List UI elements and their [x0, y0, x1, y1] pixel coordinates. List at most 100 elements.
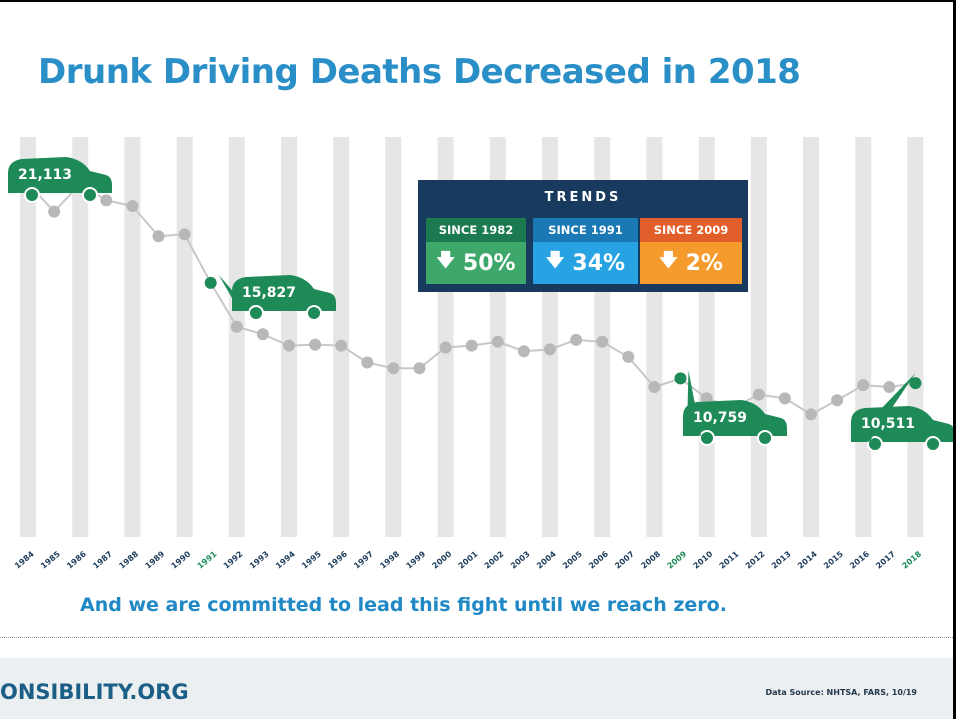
wheel-icon [82, 187, 98, 203]
car-body-icon [232, 275, 336, 311]
wheel-icon [248, 305, 264, 321]
year-label-2002: 2002 [483, 549, 506, 570]
data-point-2012 [752, 388, 765, 401]
trends-title: TRENDS [544, 190, 622, 205]
year-label-2000: 2000 [431, 549, 454, 570]
year-label-2017: 2017 [874, 549, 897, 570]
year-label-2006: 2006 [587, 549, 610, 570]
year-label-1989: 1989 [143, 549, 166, 570]
callout-pointer [218, 274, 250, 311]
data-point-1997 [361, 356, 374, 369]
year-label-1992: 1992 [222, 549, 245, 570]
trend-value: 2% [685, 250, 723, 276]
wheel-icon [925, 436, 941, 452]
data-point-1993 [256, 328, 269, 341]
year-label-1990: 1990 [170, 549, 193, 570]
wheel-icon [306, 305, 322, 321]
data-point-2018 [909, 377, 922, 390]
trend-value: 34% [572, 250, 626, 276]
year-label-1986: 1986 [65, 549, 88, 570]
trend-since-1982: SINCE 1982 🡇 50% [426, 218, 526, 284]
callout-2018: 10,511 [851, 373, 953, 452]
year-label-2003: 2003 [509, 549, 532, 570]
year-stripe [855, 137, 872, 537]
trend-label: SINCE 1991 [533, 218, 638, 242]
data-point-1996 [335, 339, 348, 352]
data-point-2016 [857, 379, 870, 392]
car-body-icon [8, 157, 112, 193]
callout-1984: 21,113 [8, 157, 112, 203]
data-point-2014 [805, 408, 817, 421]
year-stripe [750, 137, 767, 537]
data-point-2017 [883, 381, 896, 394]
year-stripe [333, 137, 350, 537]
data-point-2004 [544, 343, 556, 356]
year-label-1991: 1991 [196, 549, 219, 570]
year-stripe [385, 137, 402, 537]
data-point-2001 [465, 339, 478, 352]
data-point-1989 [152, 230, 165, 243]
down-arrow-icon: 🡇 [436, 250, 455, 271]
year-label-1985: 1985 [39, 549, 62, 570]
trend-value-box: 🡇 2% [640, 242, 742, 284]
data-point-1985 [48, 205, 61, 218]
year-label-1988: 1988 [117, 549, 140, 570]
data-point-2013 [778, 392, 791, 405]
callout-value: 10,511 [861, 416, 915, 432]
trend-value: 50% [462, 250, 516, 276]
year-label-1999: 1999 [404, 549, 427, 570]
divider [0, 637, 953, 638]
data-point-2003 [517, 345, 530, 358]
data-point-1998 [387, 362, 400, 375]
data-point-1991 [204, 276, 217, 289]
year-stripe [907, 137, 924, 537]
wheel-icon [699, 430, 715, 446]
down-arrow-icon: 🡇 [659, 250, 678, 271]
data-point-2008 [648, 381, 661, 394]
year-label-1995: 1995 [300, 549, 323, 570]
year-label-1993: 1993 [248, 549, 271, 570]
page-title: Drunk Driving Deaths Decreased in 2018 [38, 52, 801, 92]
year-label-2016: 2016 [848, 549, 871, 570]
wheel-icon [24, 187, 40, 203]
year-label-2001: 2001 [457, 549, 480, 570]
data-point-2002 [491, 335, 504, 348]
year-stripe [72, 137, 89, 537]
year-stripe [124, 137, 141, 537]
trends-panel: TRENDS SINCE 1982 🡇 50% SINCE 1991 🡇 34%… [418, 180, 748, 292]
down-arrow-icon: 🡇 [545, 250, 565, 271]
year-label-1997: 1997 [352, 549, 375, 570]
year-label-1987: 1987 [91, 549, 114, 570]
callout-pointer [687, 370, 701, 436]
callout-value: 15,827 [242, 285, 296, 301]
data-point-2007 [622, 350, 635, 363]
data-point-1987 [100, 194, 113, 207]
data-point-1994 [283, 339, 295, 352]
data-point-1988 [126, 200, 139, 213]
year-label-2013: 2013 [770, 549, 793, 570]
callout-value: 10,759 [693, 410, 747, 426]
year-stripe [228, 137, 245, 537]
data-point-1992 [230, 320, 243, 333]
year-label-2012: 2012 [744, 549, 767, 570]
data-point-1990 [178, 228, 191, 241]
year-label-1996: 1996 [326, 549, 349, 570]
data-point-2006 [596, 335, 609, 348]
data-source-note: Data Source: NHTSA, FARS, 10/19 [765, 688, 917, 697]
year-label-2015: 2015 [822, 549, 845, 570]
year-label-2004: 2004 [535, 549, 558, 570]
year-stripe [803, 137, 819, 537]
year-stripe [20, 137, 36, 537]
callout-2009: 10,759 [683, 370, 787, 446]
wheel-icon [867, 436, 883, 452]
year-label-1998: 1998 [378, 549, 401, 570]
year-stripe [176, 137, 193, 537]
callout-pointer [855, 373, 916, 442]
car-body-icon [683, 400, 787, 436]
website-name: ONSIBILITY.ORG [0, 680, 189, 704]
data-point-2015 [831, 394, 844, 407]
year-label-2009: 2009 [665, 549, 688, 570]
trend-since-1991: SINCE 1991 🡇 34% [533, 218, 638, 284]
year-label-2011: 2011 [718, 549, 741, 570]
